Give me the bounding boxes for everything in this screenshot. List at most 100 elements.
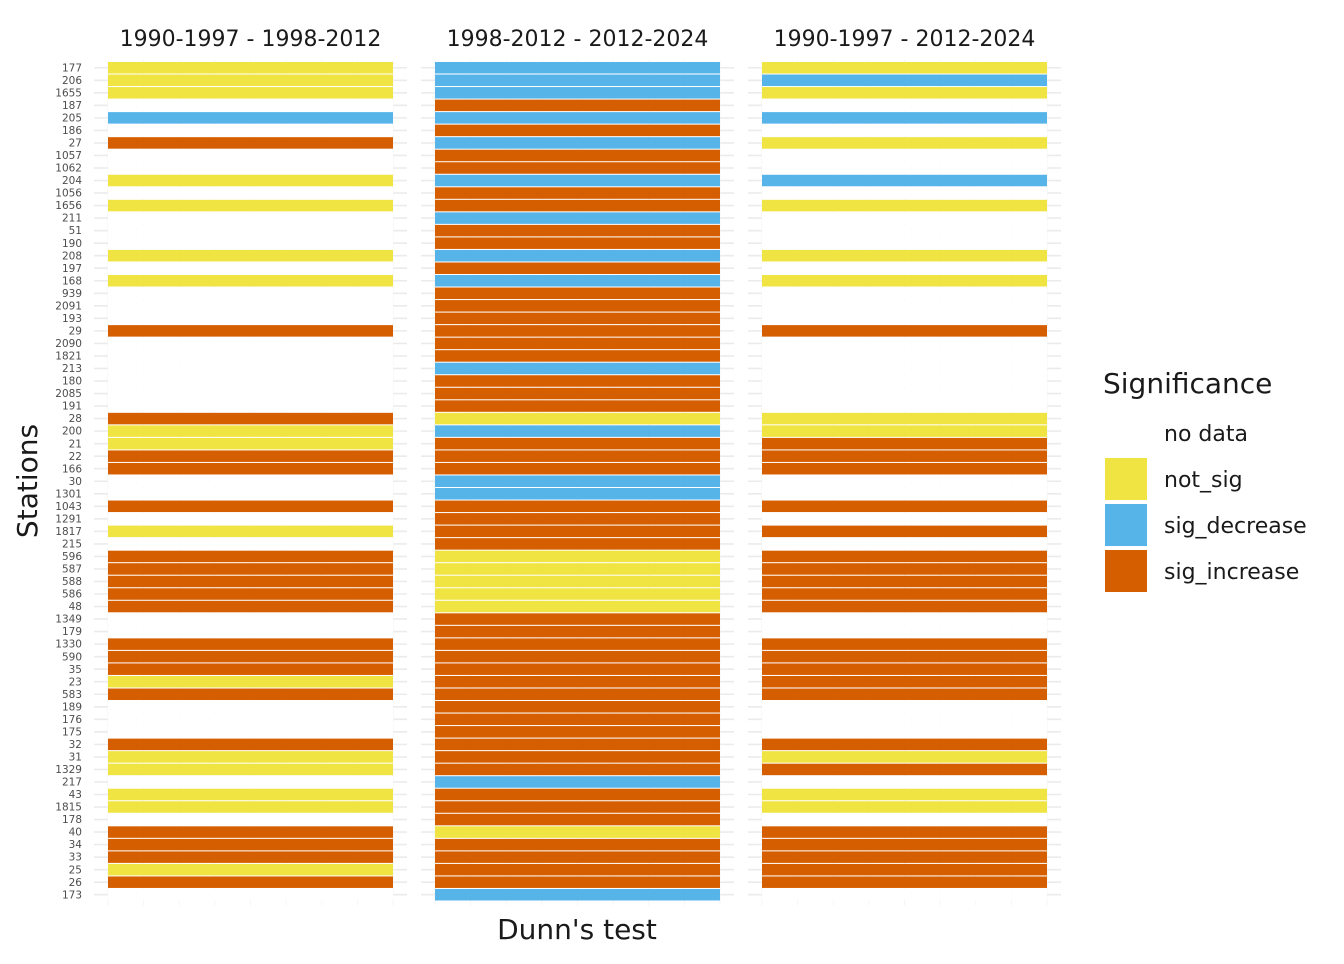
y-tick-label: 34 [69,839,83,851]
heatmap-tile [435,362,720,375]
heatmap-tile [108,137,393,149]
heatmap-tile [435,638,720,650]
y-tick-label: 206 [62,75,82,87]
heatmap-tile [435,174,720,187]
heatmap-tile [435,575,720,588]
heatmap-tile [762,701,1047,713]
heatmap-tile [762,475,1047,487]
heatmap-tile [435,437,720,450]
heatmap-tile [762,776,1047,788]
heatmap-tile [435,325,720,337]
heatmap-tile [108,838,393,851]
heatmap-tile [108,224,393,237]
heatmap-tile [108,588,393,600]
heatmap-tile [108,312,393,325]
heatmap-tile [435,701,720,713]
y-tick-label: 33 [69,852,82,864]
heatmap-tile [762,550,1047,563]
heatmap-tile [762,412,1047,425]
heatmap-tile [108,751,393,763]
heatmap-tile [108,237,393,249]
y-tick-label: 205 [62,112,82,124]
heatmap-tile [762,538,1047,550]
heatmap-tile [108,813,393,826]
heatmap-tile [108,863,393,876]
heatmap-tile [108,174,393,187]
heatmap-tile [435,838,720,851]
heatmap-tile [435,262,720,274]
heatmap-tile [435,475,720,487]
heatmap-tile [435,112,720,124]
heatmap-tile [435,600,720,613]
y-tick-label: 35 [69,664,82,676]
y-tick-label: 1655 [55,87,82,99]
heatmap-tile [762,224,1047,237]
heatmap-tile [108,387,393,400]
heatmap-tile [762,751,1047,763]
y-tick-label: 1043 [55,501,82,513]
heatmap-tile [435,400,720,412]
heatmap-tile [435,613,720,625]
heatmap-tile [435,525,720,538]
heatmap-tile [435,312,720,325]
heatmap-tile [762,124,1047,137]
heatmap-tile [762,74,1047,87]
y-tick-label: 2091 [55,300,82,312]
heatmap-tile [108,851,393,863]
heatmap-tile [435,713,720,726]
heatmap-tile [108,62,393,74]
y-tick-label: 21 [69,438,82,450]
heatmap-tile [762,262,1047,274]
y-tick-label: 30 [69,476,82,488]
heatmap-tile [762,174,1047,187]
heatmap-tile [435,863,720,876]
heatmap-tile [762,688,1047,700]
y-tick-label: 191 [62,401,82,413]
heatmap-tile [762,450,1047,462]
y-tick-label: 2085 [55,388,82,400]
heatmap-tile [762,713,1047,726]
heatmap-tile [108,450,393,462]
heatmap-tile [108,688,393,700]
y-tick-label: 1821 [55,351,82,363]
heatmap-tile [435,450,720,462]
y-tick-label: 587 [62,564,82,576]
heatmap-tile [108,538,393,550]
heatmap-tile [435,99,720,112]
y-tick-label: 1291 [55,513,82,525]
heatmap-tile [762,350,1047,362]
heatmap-tile [108,701,393,713]
y-tick-label: 1656 [55,200,82,212]
heatmap-tile [435,650,720,663]
y-tick-label: 213 [62,363,82,375]
heatmap-tile [762,525,1047,538]
heatmap-tile [108,212,393,224]
heatmap-tile [762,575,1047,588]
y-tick-label: 1056 [55,188,82,200]
y-tick-label: 208 [62,250,82,262]
panel-title: 1998-2012 - 2012-2024 [447,27,709,52]
heatmap-tile [435,801,720,813]
heatmap-tile [108,437,393,450]
heatmap-tile [108,362,393,375]
heatmap-tile [762,62,1047,74]
y-tick-label: 215 [62,538,82,550]
heatmap-tile [762,801,1047,813]
heatmap-tile [435,675,720,688]
heatmap-tile [108,801,393,813]
heatmap-tile [762,237,1047,249]
y-tick-label: 31 [69,752,82,764]
legend-label: sig_increase [1164,560,1299,585]
heatmap-tile [108,425,393,437]
heatmap-tile [762,149,1047,162]
heatmap-tile [108,375,393,387]
heatmap-tile [762,738,1047,751]
heatmap-tile [435,249,720,262]
y-tick-label: 177 [62,62,82,74]
y-tick-label: 43 [69,789,82,801]
heatmap-tile [762,650,1047,663]
heatmap-tile [435,412,720,425]
heatmap-tile [435,199,720,212]
y-tick-label: 48 [69,601,82,613]
